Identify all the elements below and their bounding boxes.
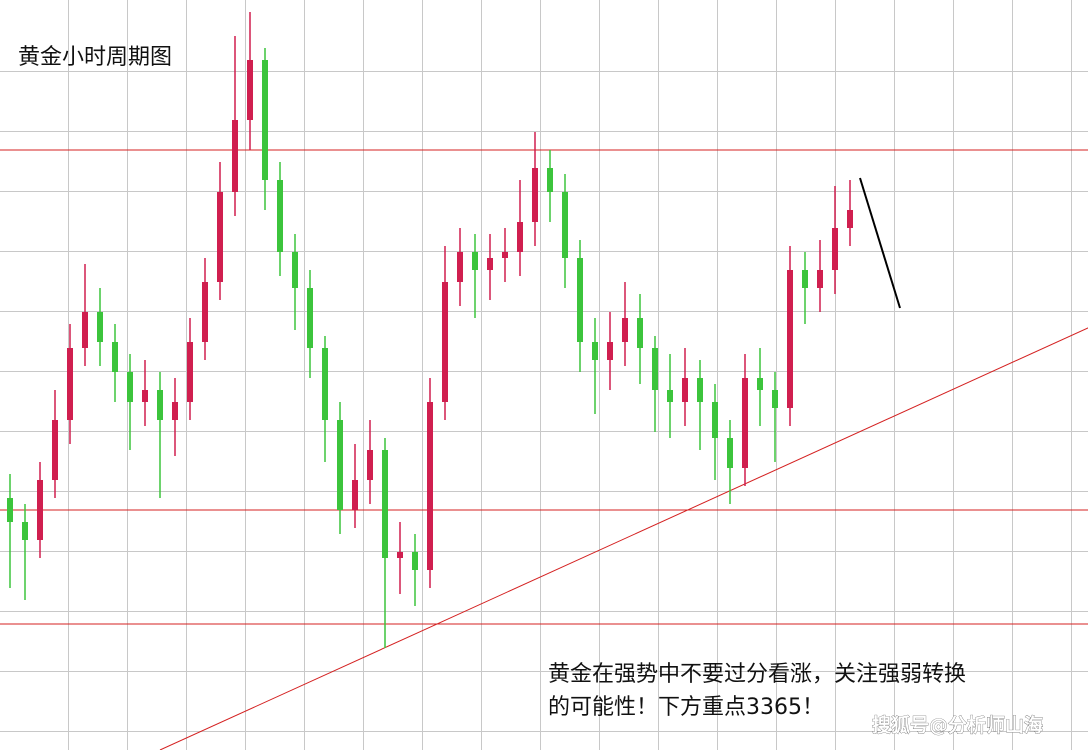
candle-body [202,282,208,342]
candle-body [262,60,268,180]
candle-body [622,318,628,342]
candle-body [232,120,238,192]
candle-body [67,348,73,420]
candle-body [847,210,853,228]
candle-body [607,342,613,360]
candle-body [97,312,103,342]
candle-body [412,552,418,570]
candle-body [442,282,448,402]
candle-body [592,342,598,360]
candle-body [157,390,163,420]
candle-body [532,168,538,222]
candle-body [727,438,733,468]
candle-body [142,390,148,402]
candle-body [787,270,793,408]
drawn-line [859,177,901,309]
candle-body [307,288,313,348]
candle-body [7,498,13,522]
chart-title: 黄金小时周期图 [18,45,172,70]
candle-body [457,252,463,282]
candle-body [517,222,523,252]
candle-body [187,342,193,402]
candle-body [382,450,388,558]
candle-body [742,378,748,468]
candle-body [712,402,718,438]
candle-body [367,450,373,480]
candle-body [757,378,763,390]
candle-body [217,192,223,282]
candle-body [292,252,298,288]
watermark: 搜狐号@分析师山海 [872,714,1043,737]
candle-body [817,270,823,288]
candle-body [247,60,253,120]
candle-body [802,270,808,288]
candle-body [547,168,553,192]
candle-body [502,252,508,258]
candle-body [112,342,118,372]
candle-body [337,420,343,510]
candle-body [682,378,688,402]
candle-body [427,402,433,570]
candle-body [637,318,643,348]
candle-body [487,258,493,270]
candle-body [352,480,358,510]
candle-body [127,372,133,402]
candle-body [82,312,88,348]
candle-body [652,348,658,390]
candle-body [22,522,28,540]
candle-body [832,228,838,270]
candle-body [562,192,568,258]
candle-body [52,420,58,480]
candle-body [772,390,778,408]
candle-body [277,180,283,252]
trend-line [159,327,1088,750]
candle-body [37,480,43,540]
candle-body [322,348,328,420]
candle-body [472,252,478,270]
candle-body [697,378,703,402]
candle-body [667,390,673,402]
candle-body [397,552,403,558]
candle-body [172,402,178,420]
annotation: 黄金在强势中不要过分看涨，关注强弱转换的可能性！下方重点3365！ [548,662,966,720]
candle-body [577,258,583,342]
